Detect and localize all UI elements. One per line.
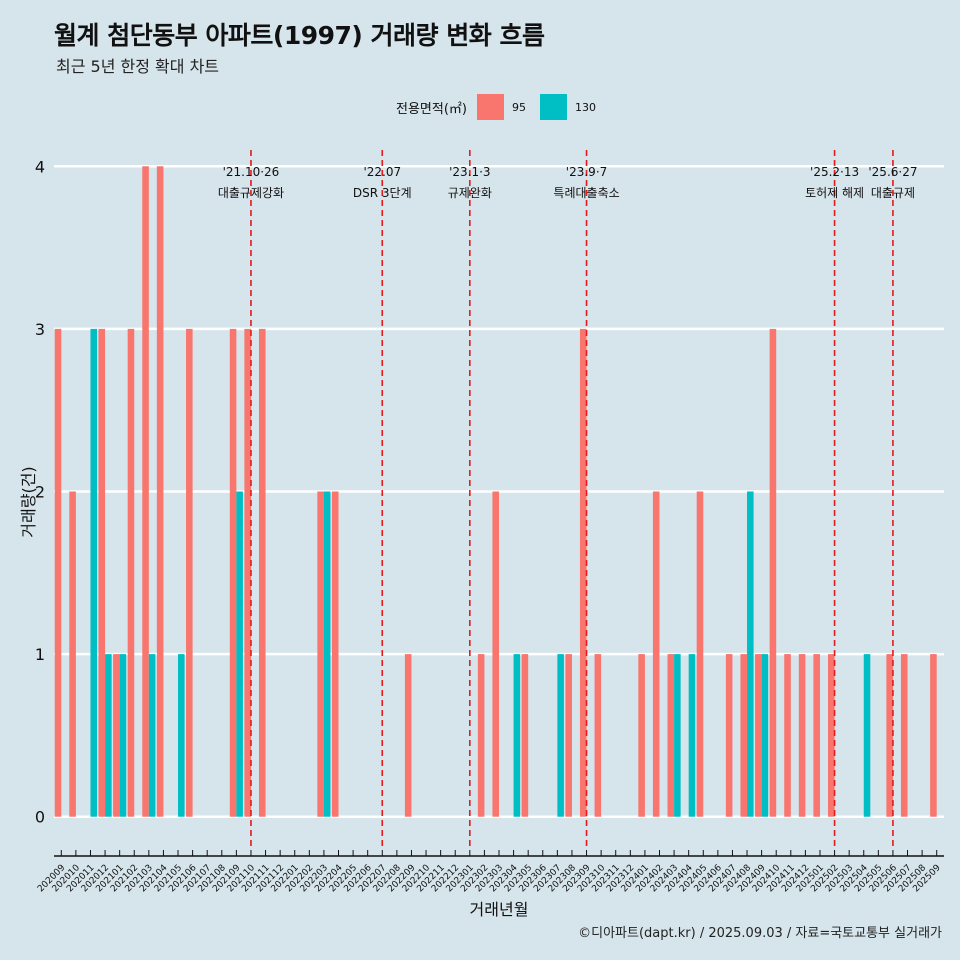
bar-95-202401 [638,654,645,817]
event-label-0: 대출규제강화 [218,186,284,200]
chart-subtitle: 최근 5년 한정 확대 차트 [56,57,220,76]
bar-95-202010 [69,491,76,817]
y-tick-label: 3 [35,320,45,339]
bar-130-202403 [674,654,681,817]
bar-130-202105 [178,654,185,817]
bar-95-202502 [828,654,835,817]
bar-130-202404 [688,654,696,817]
bar-95-202102 [127,328,135,817]
event-date-2: '23.1·3 [449,165,490,179]
bar-95-202410 [769,328,777,817]
x-axis-title: 거래년월 [470,900,529,919]
event-date-3: '23.9·7 [566,165,607,179]
bar-95-202305 [521,654,529,817]
bar-95-202509 [930,654,937,817]
event-label-1: DSR 3단계 [353,186,412,200]
bar-95-202101 [113,654,120,817]
bar-130-202307 [557,654,564,817]
y-axis-title: 거래량(건) [19,466,38,537]
bar-95-202405 [696,491,704,817]
credit-text: ©디아파트(dapt.kr) / 2025.09.03 / 자료=국토교통부 실… [578,926,942,941]
bar-130-202103 [148,654,156,817]
bar-95-202409 [755,654,762,817]
event-date-5: '25.6·27 [868,165,917,179]
event-label-5: 대출규제 [871,186,915,200]
bar-95-202309 [579,328,587,817]
bar-95-202203 [317,491,324,817]
bar-95-202407 [725,654,733,817]
bar-95-202310 [594,654,602,817]
chart-title: 월계 첨단동부 아파트(1997) 거래량 변화 흐름 [54,21,545,50]
bar-95-202103 [142,166,149,817]
legend-label-95: 95 [511,100,526,114]
event-label-4: 토허제 해제 [805,186,864,200]
legend-swatch-95 [476,94,504,120]
bar-95-202302 [477,654,485,817]
bar-95-202111 [258,328,266,817]
bar-95-202303 [492,491,499,817]
y-tick-label: 2 [35,482,45,501]
bar-130-202504 [863,654,871,817]
bar-130-202203 [323,491,331,817]
legend-title: 전용면적(㎡) [396,101,467,117]
bar-95-202308 [565,654,572,817]
bar-95-202408 [740,654,748,817]
bar-95-202402 [652,491,660,817]
legend: 전용면적(㎡) 95 130 [396,94,610,120]
legend-label-130: 130 [574,100,596,114]
bar-95-202009 [54,328,62,817]
y-tick-label: 1 [35,645,45,664]
bar-95-202106 [186,328,193,817]
event-label-2: 규제완화 [448,186,492,200]
bar-130-202011 [90,328,98,817]
bar-95-202403 [667,654,675,817]
bar-130-202304 [513,654,521,817]
bar-130-202408 [747,491,754,817]
bar-130-202109 [236,491,243,817]
bar-95-202411 [784,654,791,817]
y-tick-label: 4 [35,157,45,176]
bar-130-202409 [761,654,769,817]
bar-95-202209 [404,654,412,817]
bar-95-202501 [813,654,820,817]
bar-95-202110 [244,328,251,817]
event-date-1: '22.07 [363,165,401,179]
bar-95-202506 [886,654,893,817]
bar-130-202012 [105,654,112,817]
event-label-3: 특례대출축소 [553,186,619,200]
legend-swatch-130 [539,94,567,120]
bar-95-202012 [98,328,106,817]
bar-130-202101 [119,654,127,817]
bar-95-202104 [156,166,164,817]
bar-95-202109 [229,328,237,817]
event-date-4: '25.2·13 [810,165,859,179]
bar-95-202507 [900,654,908,817]
bar-95-202204 [331,491,339,817]
event-date-0: '21.10·26 [223,165,280,179]
bar-95-202412 [798,654,806,817]
y-tick-label: 0 [35,808,45,827]
